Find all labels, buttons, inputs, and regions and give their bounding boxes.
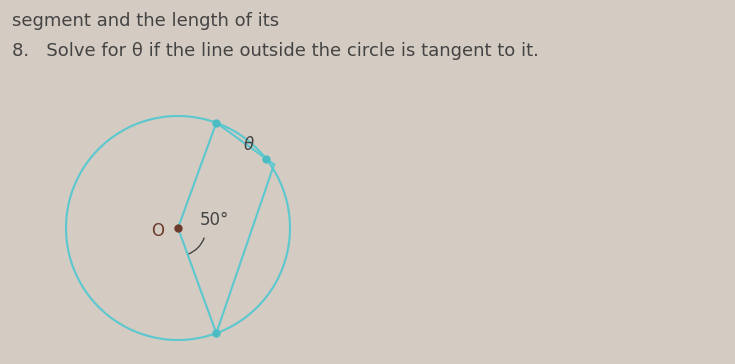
Text: θ: θ <box>244 135 254 154</box>
Text: O: O <box>151 222 164 240</box>
Text: segment and the length of its: segment and the length of its <box>12 12 279 30</box>
Text: 50°: 50° <box>200 211 229 229</box>
Text: 8.   Solve for θ if the line outside the circle is tangent to it.: 8. Solve for θ if the line outside the c… <box>12 42 539 60</box>
